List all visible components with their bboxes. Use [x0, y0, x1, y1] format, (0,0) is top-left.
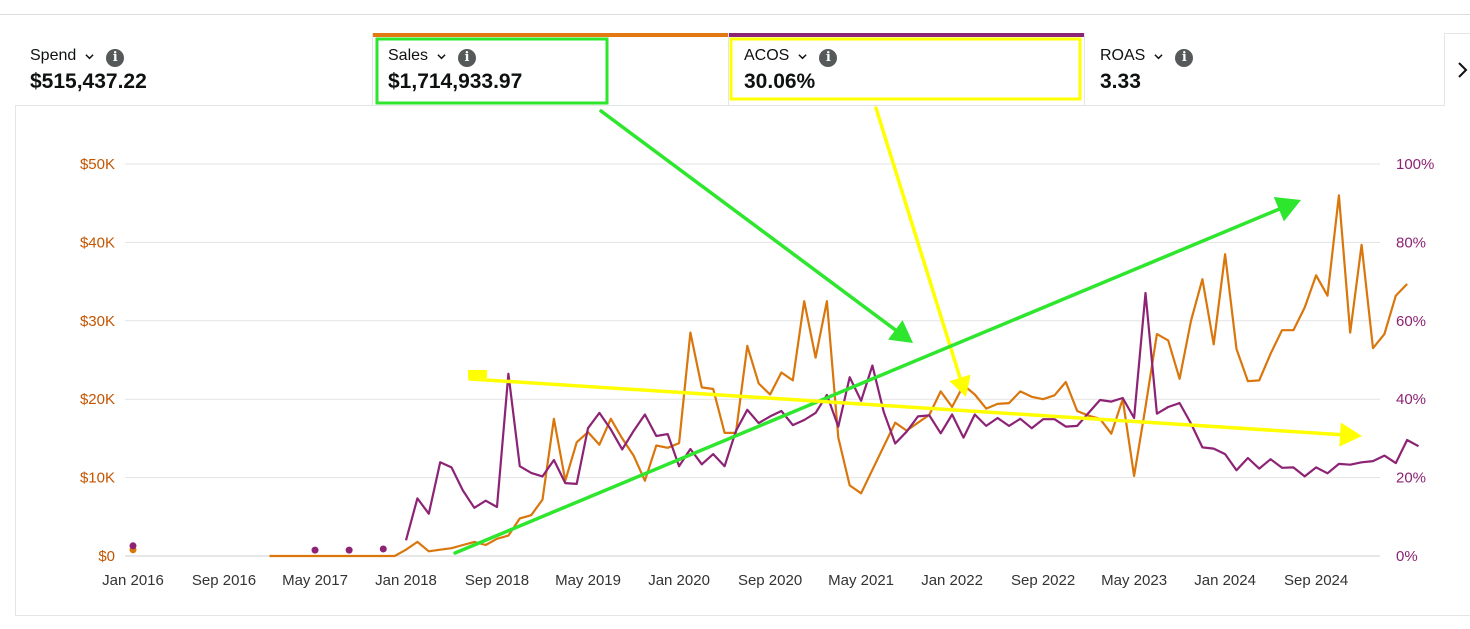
right-axis-tick-label: 0% [1396, 548, 1418, 565]
metric-selector[interactable]: Sales i [388, 45, 477, 67]
left-axis: $0 $10K $20K $30K $40K $50K [80, 156, 115, 565]
metric-name: Sales [388, 47, 429, 64]
chevron-down-icon[interactable] [1154, 52, 1163, 61]
x-axis-tick-label: Jan 2024 [1194, 572, 1256, 589]
left-axis-tick-label: $40K [80, 234, 115, 251]
metric-accent-bar [373, 33, 728, 37]
annotation-trend-arrow-acos [468, 377, 1342, 437]
acos-series [129, 291, 1420, 554]
x-axis-tick-label: Jan 2020 [648, 572, 710, 589]
highlight-box-sales [375, 37, 609, 105]
metric-name: ACOS [744, 47, 790, 64]
metric-tile-roas[interactable]: ROAS i 3.33 [1085, 33, 1445, 106]
metric-accent-bar [729, 33, 1084, 37]
metric-tile-acos[interactable]: ACOS i 30.06% [729, 33, 1085, 106]
x-axis-tick-label: May 2019 [555, 572, 621, 589]
x-axis-tick-label: Sep 2024 [1284, 572, 1348, 589]
annotation-arrow-sales-head [888, 320, 913, 343]
right-axis-tick-label: 20% [1396, 470, 1426, 487]
chevron-down-icon[interactable] [798, 52, 807, 61]
x-axis-tick-label: May 2017 [282, 572, 348, 589]
right-axis-tick-label: 100% [1396, 156, 1434, 173]
metric-tiles: Spend i $515,437.22 Sales i $1,714,933.9… [15, 33, 1445, 106]
annotations [375, 37, 1362, 555]
metric-value: $1,714,933.97 [388, 70, 523, 93]
top-divider [0, 14, 1470, 15]
metric-name: ROAS [1100, 47, 1146, 64]
highlight-box-acos [729, 37, 1082, 101]
chart-panel [15, 33, 1470, 616]
metric-selector[interactable]: Spend i [30, 45, 125, 67]
metric-value: $515,437.22 [30, 70, 147, 93]
x-axis-tick-label: Sep 2018 [465, 572, 529, 589]
acos-point [379, 545, 387, 553]
right-axis-tick-label: 80% [1396, 234, 1426, 251]
info-icon[interactable]: i [106, 49, 125, 67]
metric-selector[interactable]: ROAS i [1100, 45, 1194, 67]
x-axis-tick-label: May 2023 [1101, 572, 1167, 589]
acos-point [129, 542, 137, 550]
x-axis-tick-label: Jan 2016 [102, 572, 164, 589]
grid-lines [125, 163, 1380, 557]
annotation-arrow-acos [874, 106, 962, 380]
annotation-marker [468, 370, 487, 378]
acos-line [404, 291, 1420, 541]
sales-series [129, 194, 1408, 558]
annotation-arrow-acos-head [949, 374, 971, 397]
right-axis-tick-label: 40% [1396, 391, 1426, 408]
x-axis-tick-label: Sep 2020 [738, 572, 802, 589]
metric-tile-sales[interactable]: Sales i $1,714,933.97 [373, 33, 729, 106]
chevron-down-icon[interactable] [85, 52, 94, 61]
acos-point [311, 546, 319, 554]
annotation-trend-arrow-sales [453, 207, 1281, 555]
x-axis-tick-label: Sep 2022 [1011, 572, 1075, 589]
left-axis-tick-label: $50K [80, 156, 115, 173]
metric-name: Spend [30, 47, 77, 64]
annotation-arrow-sales [599, 109, 898, 332]
x-axis-tick-label: Jan 2022 [921, 572, 983, 589]
x-axis-tick-label: Sep 2016 [192, 572, 256, 589]
annotation-trend-arrow-sales-head [1273, 197, 1301, 222]
sales-line [269, 194, 1408, 558]
left-axis-tick-label: $20K [80, 391, 115, 408]
left-axis-tick-label: $30K [80, 313, 115, 330]
x-axis: Jan 2016 Sep 2016 May 2017 Jan 2018 Sep 2018… [102, 572, 1348, 589]
annotation-trend-arrow-acos-head [1339, 422, 1362, 447]
right-axis: 0% 20% 40% 60% 80% 100% [1396, 156, 1434, 565]
metric-tile-spend[interactable]: Spend i $515,437.22 [15, 33, 373, 106]
metric-value: 3.33 [1100, 70, 1141, 93]
metric-selector[interactable]: ACOS i [744, 45, 838, 67]
info-icon[interactable]: i [458, 49, 477, 67]
info-icon[interactable]: i [1175, 49, 1194, 67]
left-axis-tick-label: $0 [98, 548, 115, 565]
right-axis-tick-label: 60% [1396, 313, 1426, 330]
left-axis-tick-label: $10K [80, 470, 115, 487]
x-axis-tick-label: Jan 2018 [375, 572, 437, 589]
chevron-down-icon[interactable] [437, 52, 446, 61]
acos-point [345, 546, 353, 554]
series-group [129, 194, 1420, 558]
info-icon[interactable]: i [819, 49, 838, 67]
chevron-right-icon[interactable] [1456, 60, 1470, 80]
x-axis-tick-label: May 2021 [828, 572, 894, 589]
metric-value: 30.06% [744, 70, 816, 93]
